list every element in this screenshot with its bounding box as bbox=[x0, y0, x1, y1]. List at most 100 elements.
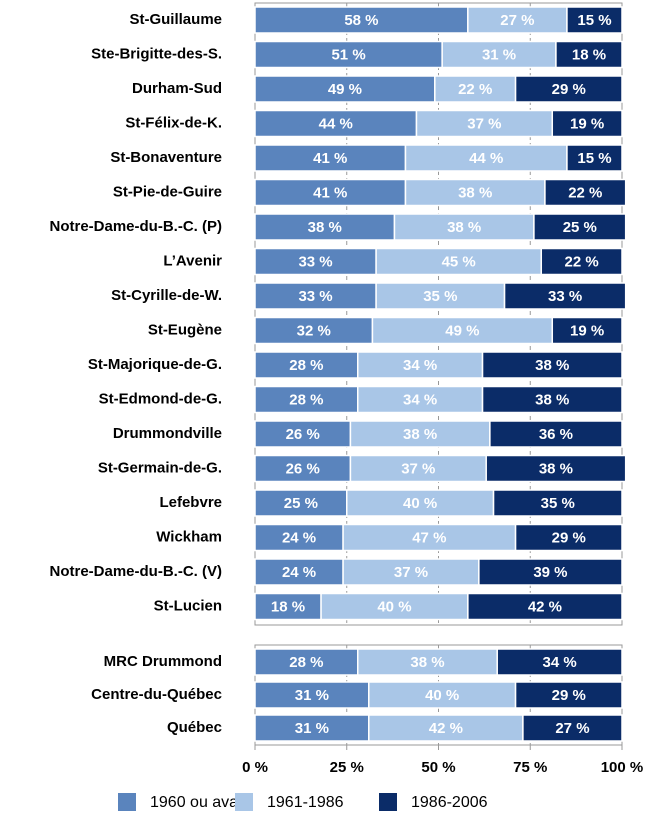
data-label: 25 % bbox=[284, 495, 318, 512]
bar-segment bbox=[254, 454, 352, 483]
category-label: St-Lucien bbox=[154, 597, 222, 614]
data-label: 28 % bbox=[289, 357, 323, 374]
data-label: 22 % bbox=[458, 81, 492, 98]
x-tick-label: 25 % bbox=[330, 759, 364, 776]
data-label: 35 % bbox=[423, 288, 457, 305]
bar-segment bbox=[375, 247, 543, 276]
bar-segment bbox=[254, 40, 443, 69]
data-label: 37 % bbox=[394, 564, 428, 581]
bar-segment bbox=[415, 109, 554, 138]
bar-segment bbox=[254, 558, 344, 586]
data-label: 49 % bbox=[328, 81, 362, 98]
category-label: Notre-Dame-du-B.-C. (P) bbox=[50, 218, 223, 235]
data-label: 27 % bbox=[500, 12, 534, 29]
data-label: 38 % bbox=[535, 391, 569, 408]
bar-segment bbox=[254, 420, 352, 448]
bar-segment bbox=[254, 385, 359, 414]
data-label: 45 % bbox=[442, 253, 476, 270]
bar-segment bbox=[404, 144, 568, 172]
data-label: 22 % bbox=[565, 253, 599, 270]
category-label: Wickham bbox=[156, 528, 222, 545]
bar-segment bbox=[540, 247, 623, 276]
bar-segment bbox=[357, 385, 484, 414]
x-tick-label: 50 % bbox=[421, 759, 455, 776]
data-label: 22 % bbox=[568, 184, 602, 201]
bar-segment bbox=[434, 75, 517, 103]
data-label: 41 % bbox=[313, 184, 347, 201]
bar-segment bbox=[320, 592, 469, 621]
bar-segment bbox=[481, 385, 623, 414]
data-label: 26 % bbox=[286, 426, 320, 443]
bar-segment bbox=[467, 592, 623, 621]
bar-segment bbox=[485, 454, 627, 483]
category-label: St-Edmond-de-G. bbox=[99, 390, 222, 407]
data-label: 29 % bbox=[552, 81, 586, 98]
data-label: 31 % bbox=[295, 687, 329, 704]
bar-segment bbox=[492, 489, 623, 517]
category-label: Drummondville bbox=[113, 425, 222, 442]
x-tick-label: 100 % bbox=[601, 759, 644, 776]
legend-label: 1986-2006 bbox=[411, 794, 488, 811]
data-label: 37 % bbox=[467, 115, 501, 132]
bar-segment bbox=[349, 454, 487, 483]
bar-segment bbox=[478, 558, 623, 586]
bar-segment bbox=[254, 351, 359, 379]
data-label: 18 % bbox=[271, 598, 305, 615]
data-label: 34 % bbox=[403, 357, 437, 374]
data-label: 38 % bbox=[308, 219, 342, 236]
data-label: 42 % bbox=[429, 720, 463, 737]
category-label: Québec bbox=[167, 719, 222, 736]
data-label: 32 % bbox=[297, 322, 331, 339]
category-label: St-Guillaume bbox=[129, 11, 222, 28]
legend-label: 1961-1986 bbox=[267, 794, 344, 811]
legend-swatch bbox=[379, 793, 397, 811]
data-label: 29 % bbox=[552, 687, 586, 704]
data-label: 40 % bbox=[377, 598, 411, 615]
bar-segment bbox=[254, 592, 322, 621]
category-label: St-Bonaventure bbox=[110, 149, 222, 166]
data-label: 29 % bbox=[552, 529, 586, 546]
bar-segment bbox=[566, 144, 623, 172]
bar-segment bbox=[254, 109, 418, 138]
x-tick-label: 75 % bbox=[513, 759, 547, 776]
category-label: St-Majorique-de-G. bbox=[88, 356, 222, 373]
bar-segment bbox=[481, 351, 623, 379]
bar-segment bbox=[254, 316, 374, 345]
data-label: 44 % bbox=[319, 115, 353, 132]
category-label: Centre-du-Québec bbox=[91, 686, 222, 703]
data-label: 34 % bbox=[543, 654, 577, 671]
data-label: 40 % bbox=[425, 687, 459, 704]
bar-segment bbox=[254, 213, 396, 241]
bar-segment bbox=[551, 109, 623, 138]
data-label: 15 % bbox=[577, 150, 611, 167]
bar-segment bbox=[404, 178, 546, 207]
data-label: 25 % bbox=[563, 219, 597, 236]
data-label: 47 % bbox=[412, 529, 446, 546]
data-label: 39 % bbox=[533, 564, 567, 581]
data-label: 44 % bbox=[469, 150, 503, 167]
data-label: 19 % bbox=[570, 322, 604, 339]
legend-label: 1960 ou avant bbox=[150, 794, 252, 811]
bar-segment bbox=[254, 178, 407, 207]
bar-segment bbox=[254, 714, 370, 742]
bar-segment bbox=[551, 316, 623, 345]
bar-segment bbox=[544, 178, 627, 207]
data-label: 35 % bbox=[541, 495, 575, 512]
category-label: St-Pie-de-Guire bbox=[113, 183, 222, 200]
bar-segment bbox=[555, 40, 623, 69]
category-label: MRC Drummond bbox=[104, 653, 222, 670]
data-label: 37 % bbox=[401, 460, 435, 477]
bar-segment bbox=[368, 714, 524, 742]
bar-segment bbox=[254, 648, 359, 676]
bar-segment bbox=[254, 523, 344, 552]
data-label: 31 % bbox=[295, 720, 329, 737]
data-label: 38 % bbox=[458, 184, 492, 201]
category-label: Ste-Brigitte-des-S. bbox=[91, 45, 222, 62]
data-label: 33 % bbox=[298, 253, 332, 270]
data-label: 26 % bbox=[286, 460, 320, 477]
bar-segment bbox=[522, 714, 623, 742]
bar-segment bbox=[503, 282, 627, 310]
bar-segment bbox=[496, 648, 623, 676]
bar-segment bbox=[514, 523, 623, 552]
